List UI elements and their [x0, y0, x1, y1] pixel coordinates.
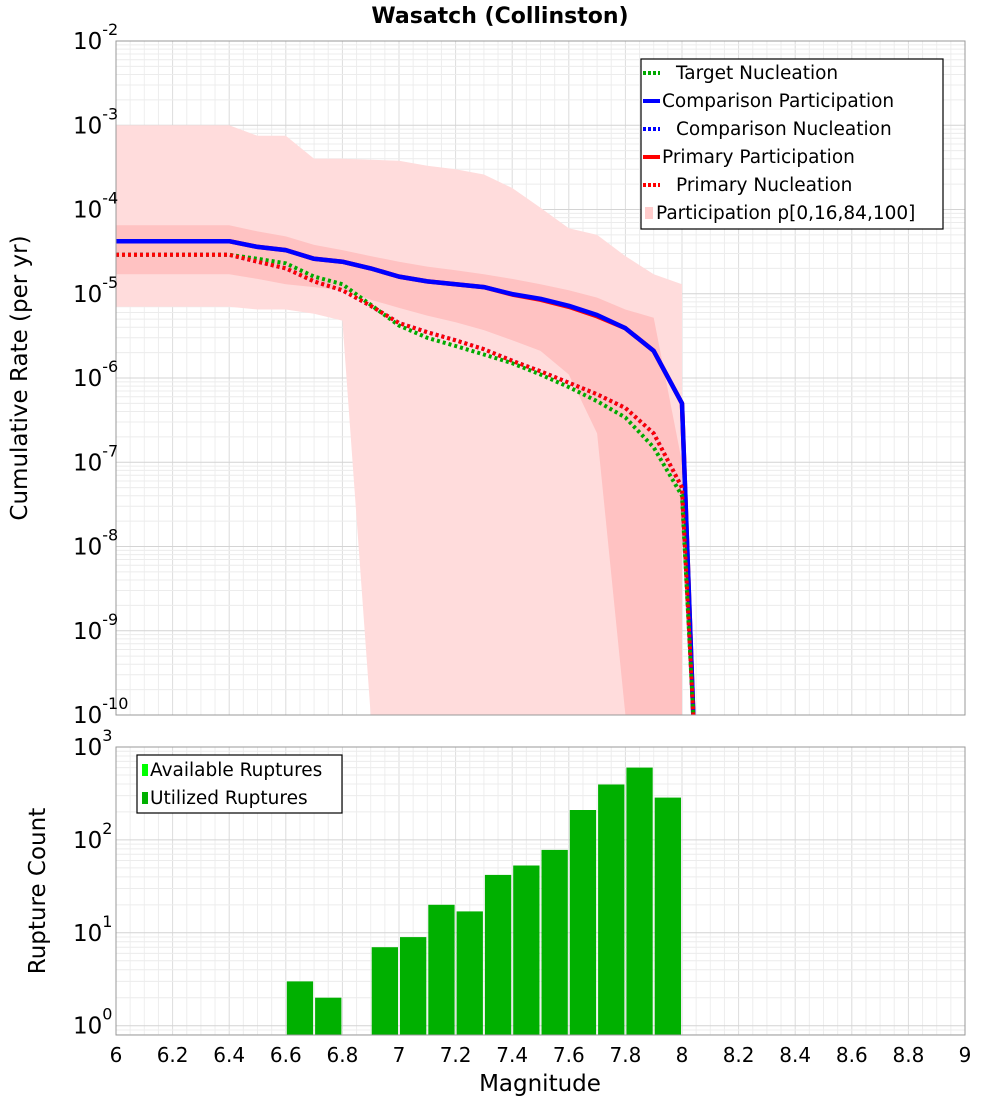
x-tick-label: 7.6	[553, 1043, 585, 1067]
count-panel-frame	[115, 746, 966, 1036]
y-tick-label: 10-2	[73, 20, 118, 55]
rupture-bar	[541, 849, 568, 1035]
y-tick-label: 10-7	[73, 441, 118, 476]
rate-panel-bands	[116, 125, 682, 715]
y-tick-label: 10-8	[73, 526, 118, 561]
legend-label: Target Nucleation	[675, 63, 838, 84]
series-line-primary-nucleation	[116, 252, 696, 715]
legend-swatch	[645, 207, 653, 219]
x-tick-label: 8.4	[779, 1043, 811, 1067]
series-line-comparison-participation	[116, 238, 696, 715]
rate-panel-series	[116, 238, 696, 715]
legend-label: Primary Nucleation	[676, 175, 852, 196]
x-axis-label: Magnitude	[479, 1071, 601, 1097]
y-tick-label: 101	[73, 912, 112, 947]
legend-box	[640, 58, 944, 230]
legend-label: Participation p[0,16,84,100]	[656, 203, 915, 224]
x-tick-label: 6.6	[270, 1043, 302, 1067]
rupture-bar	[569, 810, 597, 1035]
x-tick-label: 7.8	[609, 1043, 641, 1067]
count-panel-x-ticks: 6 6.2 6.4 6.6 6.8 7 7.2 7.4 7.6 7.8 8 8.2 8.4 8.6 8.8 9	[110, 1043, 972, 1067]
rupture-bar	[484, 874, 512, 1035]
y-tick-label: 102	[73, 819, 112, 854]
y-tick-label: 10-5	[73, 273, 118, 308]
y-tick-label: 103	[73, 726, 112, 761]
band-p16-p84	[116, 225, 682, 715]
y-tick-label: 10-9	[73, 610, 118, 645]
x-tick-label: 8.6	[836, 1043, 868, 1067]
x-tick-label: 8.2	[723, 1043, 755, 1067]
legend-label: Comparison Nucleation	[676, 119, 892, 140]
x-tick-label: 8.8	[892, 1043, 924, 1067]
y-tick-label: 10-4	[73, 189, 118, 224]
y-tick-label: 10-10	[73, 694, 128, 729]
y-tick-label: 10-3	[73, 104, 118, 139]
count-panel-y-label: Rupture Count	[25, 808, 51, 974]
rupture-bar	[286, 981, 314, 1035]
rate-panel-frame	[115, 40, 966, 716]
rupture-bar	[456, 911, 483, 1035]
x-tick-label: 6.2	[157, 1043, 189, 1067]
legend-label: Primary Participation	[662, 147, 855, 168]
chart-title: Wasatch (Collinston)	[371, 4, 628, 29]
legend-label: Comparison Participation	[662, 91, 894, 112]
rupture-bar	[513, 865, 540, 1035]
x-tick-label: 6.4	[213, 1043, 245, 1067]
rupture-bar	[315, 997, 342, 1035]
legend-label: Utilized Ruptures	[150, 788, 308, 809]
count-panel-bars	[286, 767, 681, 1035]
rupture-bar	[400, 937, 427, 1035]
y-tick-label: 100	[73, 1005, 112, 1040]
rate-panel-y-ticks: 10-2 10-3 10-4 10-5 10-6 10-7 10-8 10-9 10-10	[73, 20, 128, 729]
series-line-target-nucleation	[116, 252, 696, 715]
y-tick-label: 10-6	[73, 357, 118, 392]
legend-label: Available Ruptures	[150, 760, 322, 781]
x-tick-label: 7.2	[440, 1043, 472, 1067]
rate-panel-y-label: Cumulative Rate (per yr)	[7, 235, 33, 520]
x-tick-label: 7	[393, 1043, 406, 1067]
x-tick-label: 6	[110, 1043, 123, 1067]
x-tick-label: 6.8	[326, 1043, 358, 1067]
legend-swatch	[142, 792, 148, 804]
rupture-bar	[626, 767, 653, 1035]
rupture-bar	[654, 797, 681, 1035]
x-tick-label: 8	[676, 1043, 689, 1067]
rupture-bar	[598, 784, 625, 1035]
rupture-bar	[371, 947, 398, 1035]
rate-panel-legend: Target Nucleation Comparison Participatio…	[640, 58, 944, 230]
count-panel-y-ticks: 103 102 101 100	[73, 726, 112, 1040]
legend-swatch	[142, 764, 148, 776]
count-panel-legend: Available Ruptures Utilized Ruptures	[136, 754, 343, 814]
legend-box	[136, 754, 343, 814]
x-tick-label: 7.4	[496, 1043, 528, 1067]
x-tick-label: 9	[959, 1043, 972, 1067]
rupture-bar	[428, 904, 455, 1035]
